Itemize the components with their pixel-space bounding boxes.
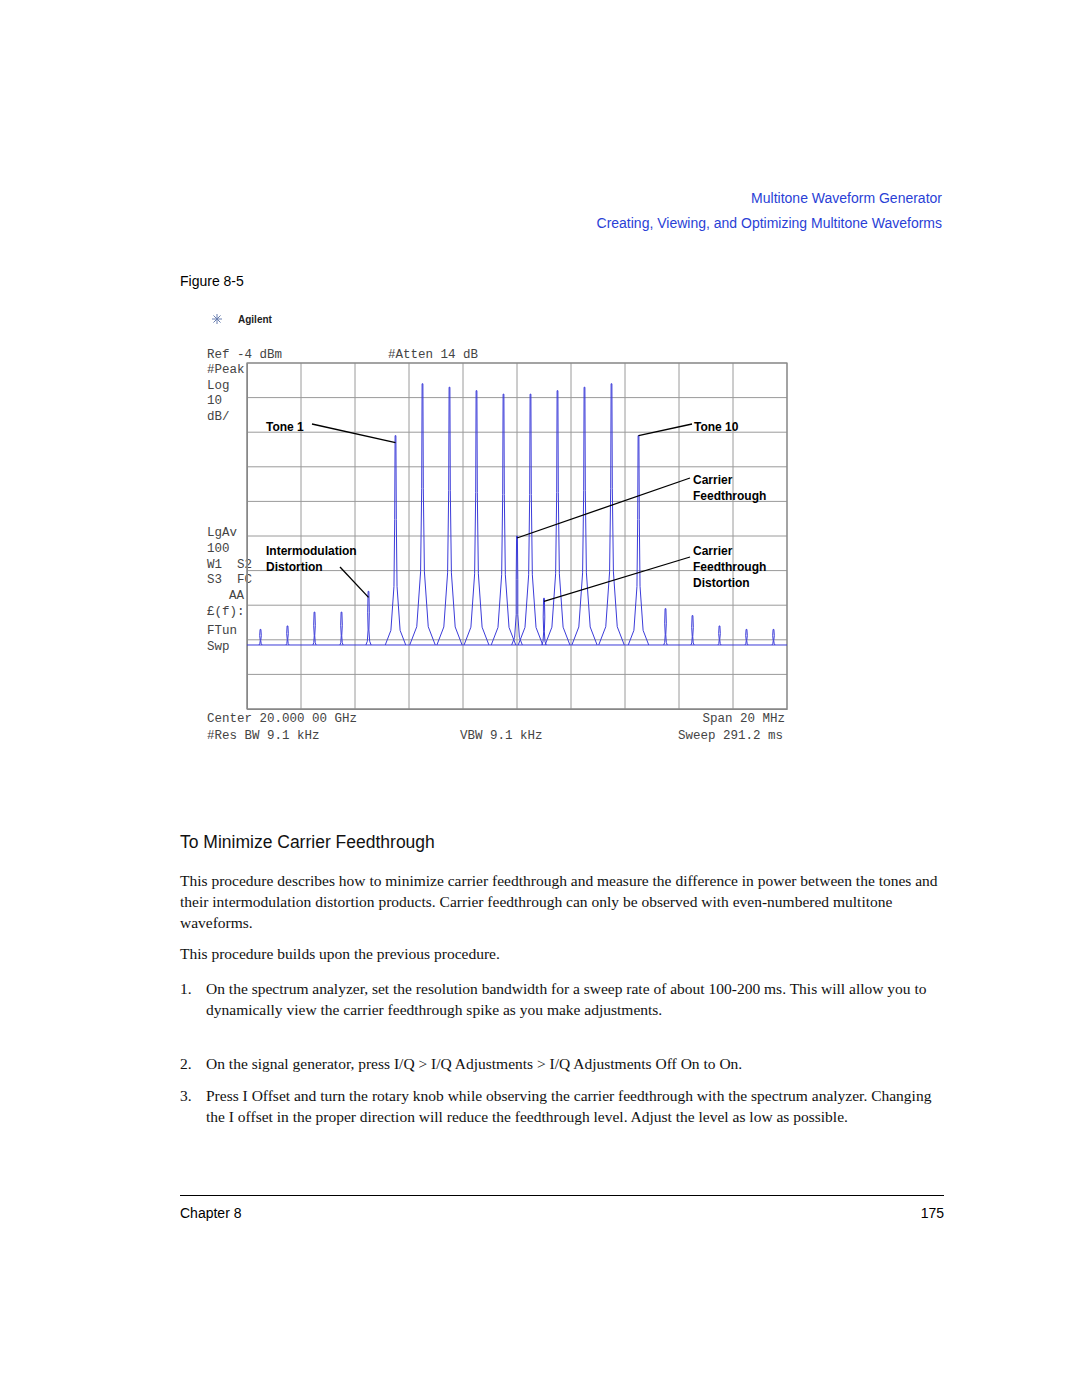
spectrum-peak bbox=[410, 384, 436, 645]
annotation-text: Carrier bbox=[693, 473, 733, 487]
spectrum-peak bbox=[691, 616, 694, 645]
screen-label: #Atten 14 dB bbox=[388, 348, 479, 362]
spectrum-peak bbox=[366, 591, 371, 645]
footer-rule bbox=[180, 1195, 944, 1196]
paragraph: This procedure describes how to minimize… bbox=[180, 870, 948, 933]
grid-line-y bbox=[247, 605, 787, 606]
section-heading: To Minimize Carrier Feedthrough bbox=[180, 832, 435, 853]
step-number: 1. bbox=[180, 978, 192, 999]
annotation-text: Tone 1 bbox=[266, 420, 304, 434]
screen-label: W1 S2 bbox=[207, 558, 252, 572]
spectrum-peak bbox=[518, 394, 543, 645]
spectrum-peak bbox=[718, 626, 721, 645]
annotation-text: Distortion bbox=[266, 560, 323, 574]
leader-line bbox=[312, 424, 396, 443]
screen-label: Ref -4 dBm bbox=[207, 348, 282, 362]
spectrum-peak bbox=[286, 626, 289, 645]
logo-ray bbox=[217, 319, 221, 323]
logo-ray bbox=[213, 315, 217, 319]
screen-label: LgAv bbox=[207, 526, 238, 540]
screen-label: S3 FC bbox=[207, 573, 252, 587]
step-text: On the spectrum analyzer, set the resolu… bbox=[206, 978, 946, 1020]
spectrum-peak bbox=[259, 629, 262, 645]
grid-line-y bbox=[247, 466, 787, 467]
noise-floor bbox=[247, 644, 787, 645]
spectrum-peak bbox=[599, 384, 625, 645]
figure-label: Figure 8-5 bbox=[180, 273, 244, 289]
spectrum-peak bbox=[572, 387, 597, 645]
screen-label: Span 20 MHz bbox=[702, 712, 785, 726]
screen-label: FTun bbox=[207, 624, 237, 638]
step-number: 2. bbox=[180, 1053, 192, 1074]
step-number: 3. bbox=[180, 1085, 192, 1106]
spectrum-peak bbox=[464, 391, 489, 645]
spectrum-peak bbox=[340, 612, 343, 645]
screen-label: VBW 9.1 kHz bbox=[460, 729, 543, 743]
spectrum-peak bbox=[512, 536, 523, 645]
leader-line bbox=[517, 478, 690, 538]
annotation-text: Tone 10 bbox=[694, 420, 739, 434]
screen-label: #Peak bbox=[207, 363, 245, 377]
grid-line-y bbox=[247, 397, 787, 398]
leader-line bbox=[340, 567, 369, 597]
step-text: On the signal generator, press I/Q > I/Q… bbox=[206, 1053, 946, 1074]
logo: Agilent bbox=[212, 314, 273, 325]
screen-label: AA bbox=[229, 589, 245, 603]
figure-svg: Agilent Ref -4 dBm#Peak Log10 dB/LgAv 100 W1 … bbox=[0, 0, 1080, 1397]
annotation-text: Distortion bbox=[693, 576, 750, 590]
annotation-text: Feedthrough bbox=[693, 560, 766, 574]
spectrum-peak bbox=[437, 387, 462, 645]
spectrum-peak bbox=[745, 629, 748, 645]
spectrum-peak bbox=[545, 391, 570, 645]
screen-label: 10 bbox=[207, 394, 222, 408]
spectrum-peak bbox=[313, 612, 316, 645]
spectrum-peak bbox=[542, 598, 547, 645]
screen-label: Sweep 291.2 ms bbox=[678, 729, 783, 743]
screen-label: Center 20.000 00 GHz bbox=[207, 712, 357, 726]
annotations: Tone 1 Tone 10 Carrier Feedthrough Intermodu… bbox=[266, 420, 766, 601]
spectrum-peak bbox=[664, 609, 668, 645]
leader-line bbox=[639, 424, 693, 436]
header-subsection: Creating, Viewing, and Optimizing Multit… bbox=[597, 215, 942, 231]
logo-ray bbox=[213, 319, 217, 323]
screen-label: #Res BW 9.1 kHz bbox=[207, 729, 320, 743]
annotation-text: Feedthrough bbox=[693, 489, 766, 503]
plot-frame bbox=[247, 363, 787, 709]
screen-label: £(f): bbox=[207, 605, 245, 619]
logo-text: Agilent bbox=[238, 314, 273, 325]
grid-line-y bbox=[247, 639, 787, 640]
footer-page: 175 bbox=[921, 1205, 944, 1221]
step-text: Press I Offset and turn the rotary knob … bbox=[206, 1085, 946, 1127]
screen-label: dB/ bbox=[207, 410, 230, 424]
spectrum-peak bbox=[628, 436, 648, 645]
trace bbox=[247, 384, 787, 645]
spectrum-peak bbox=[385, 436, 405, 645]
header-section: Multitone Waveform Generator bbox=[751, 190, 942, 206]
logo-ray bbox=[217, 315, 221, 319]
grid-line-y bbox=[247, 674, 787, 675]
grid bbox=[247, 363, 787, 709]
spectrum-peak bbox=[772, 629, 775, 645]
annotation-text: Carrier bbox=[693, 544, 733, 558]
screen-label: Log bbox=[207, 379, 230, 393]
screen-label: Swp bbox=[207, 640, 230, 654]
paragraph: This procedure builds upon the previous … bbox=[180, 943, 948, 964]
screen-label: 100 bbox=[207, 542, 230, 556]
spectrum-peak bbox=[491, 394, 516, 645]
leader-line bbox=[544, 557, 690, 601]
page: Multitone Waveform Generator Creating, Vi… bbox=[0, 0, 1080, 1397]
annotation-text: Intermodulation bbox=[266, 544, 357, 558]
footer-chapter: Chapter 8 bbox=[180, 1205, 241, 1221]
